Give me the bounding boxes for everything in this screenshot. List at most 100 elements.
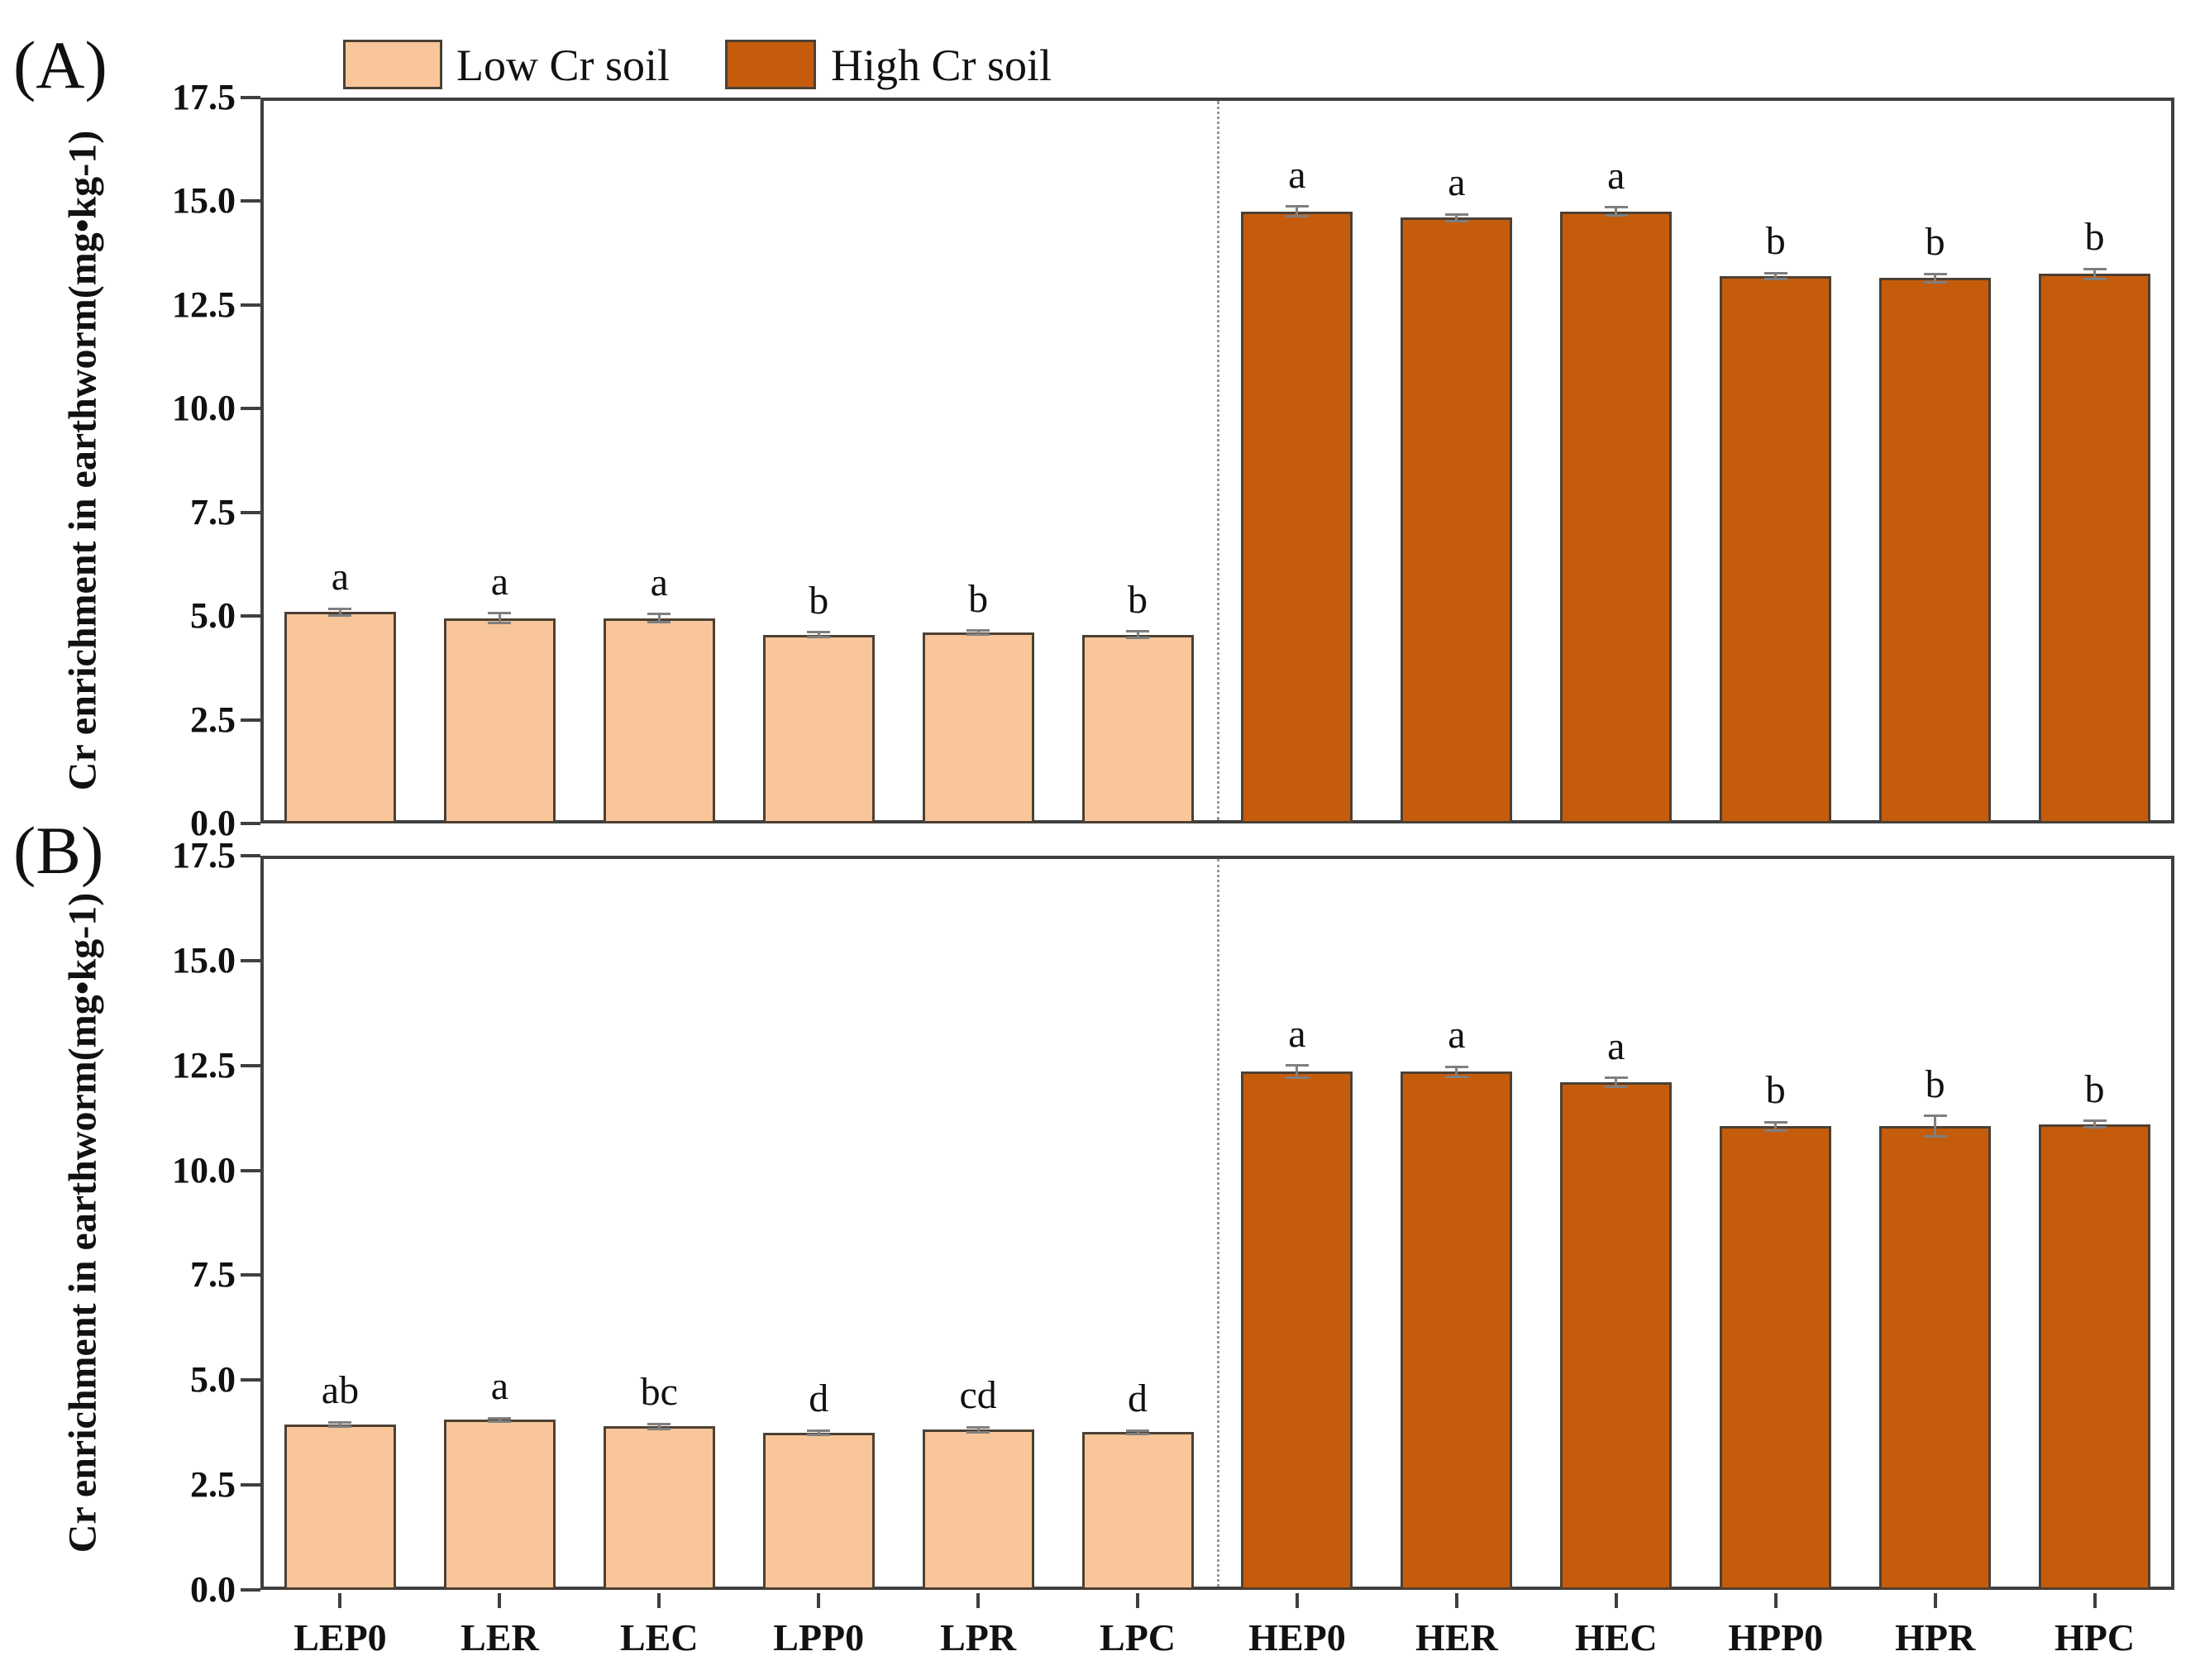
sig-letter-LPP0-b: d: [809, 1377, 829, 1421]
legend-swatch-low-cr-soil: [343, 40, 442, 89]
error-bar-cap-bottom-HPR-b: [1923, 1135, 1947, 1138]
error-bar-cap-top-LEP0-b: [328, 1420, 352, 1424]
panel-a-frame: [260, 98, 2174, 823]
x-category-label-HPC: HPC: [2054, 1616, 2136, 1659]
error-bar-cap-bottom-LPC-b: [1126, 1432, 1150, 1435]
bar-LPP0-a: [762, 634, 875, 823]
sig-letter-HEP0-b: a: [1288, 1011, 1306, 1056]
error-bar-stem-LER-b: [498, 1418, 501, 1422]
legend-label-low-cr-soil: Low Cr soil: [456, 41, 670, 90]
error-bar-cap-bottom-LEP0-b: [328, 1425, 352, 1428]
error-bar-cap-top-LPR-a: [966, 629, 990, 632]
x-tick-mark-HEP0: [1295, 1593, 1299, 1608]
bar-LER-a: [443, 618, 556, 823]
bar-LPR-a: [922, 632, 1034, 823]
error-bar-cap-bottom-HPC-b: [2083, 1126, 2107, 1129]
error-bar-cap-bottom-LEC-a: [647, 621, 671, 624]
y-tick-mark: [241, 854, 260, 857]
error-bar-cap-bottom-HEP0-a: [1285, 215, 1309, 218]
error-bar-stem-LPC-b: [1136, 1430, 1139, 1434]
error-bar-cap-top-LPR-b: [966, 1425, 990, 1429]
x-tick-mark-LPP0: [817, 1593, 821, 1608]
error-bar-cap-bottom-LER-b: [488, 1420, 512, 1424]
sig-letter-LPR-b: cd: [959, 1373, 997, 1418]
y-tick-mark: [241, 407, 260, 411]
sig-letter-LPR-a: b: [968, 576, 989, 621]
group-divider-b: [1216, 859, 1219, 1587]
sig-letter-HEP0-a: a: [1288, 152, 1306, 197]
x-tick-mark-HPR: [1933, 1593, 1937, 1608]
error-bar-cap-bottom-LPP0-a: [807, 636, 831, 639]
y-tick-label: 17.5: [172, 77, 236, 117]
y-tick-label: 7.5: [190, 491, 236, 532]
error-bar-cap-top-HEP0-b: [1285, 1064, 1309, 1067]
x-tick-mark-LPR: [976, 1593, 981, 1608]
bar-HEP0-b: [1241, 1071, 1353, 1590]
y-tick-mark: [241, 718, 260, 722]
sig-letter-LEP0-b: ab: [321, 1368, 360, 1413]
sig-letter-LPC-a: b: [1128, 577, 1148, 622]
panel-b-label: (B): [13, 813, 104, 888]
sig-letter-LPP0-a: b: [809, 578, 829, 623]
sig-letter-HPR-a: b: [1925, 220, 1945, 265]
x-category-label-HPR: HPR: [1895, 1616, 1976, 1659]
error-bar-stem-HPC-a: [2093, 269, 2097, 279]
y-tick-mark: [241, 1063, 260, 1067]
legend-swatch-high-cr-soil: [725, 40, 816, 89]
y-tick-label: 7.5: [190, 1254, 236, 1296]
error-bar-cap-top-HER-b: [1444, 1065, 1468, 1068]
x-tick-mark-HER: [1454, 1593, 1458, 1608]
bar-LPC-a: [1081, 634, 1194, 823]
y-tick-mark: [241, 1483, 260, 1487]
sig-letter-LEC-a: a: [650, 560, 668, 604]
error-bar-cap-top-LPP0-b: [807, 1429, 831, 1432]
x-category-label-HEP0: HEP0: [1248, 1616, 1346, 1659]
bar-LEP0-a: [284, 612, 396, 823]
error-bar-stem-HEC-a: [1615, 207, 1618, 216]
y-tick-mark: [241, 96, 260, 99]
sig-letter-LER-a: a: [490, 559, 509, 604]
x-category-label-HEC: HEC: [1574, 1616, 1658, 1659]
legend-label-high-cr-soil: High Cr soil: [831, 41, 1052, 90]
bar-HPR-a: [1879, 278, 1992, 823]
y-tick-mark: [241, 822, 260, 825]
sig-letter-HER-b: a: [1448, 1013, 1466, 1057]
error-bar-cap-bottom-LPR-a: [966, 633, 990, 637]
x-category-label-HPP0: HPP0: [1728, 1616, 1824, 1659]
bar-HPP0-a: [1720, 275, 1832, 823]
y-tick-label: 0.0: [190, 803, 236, 843]
error-bar-cap-bottom-LEP0-a: [328, 613, 352, 617]
bar-LPR-b: [922, 1429, 1034, 1590]
error-bar-cap-top-HEP0-a: [1285, 205, 1309, 208]
sig-letter-LEC-b: bc: [640, 1370, 678, 1415]
bar-HER-b: [1401, 1071, 1513, 1590]
y-tick-label: 15.0: [172, 180, 236, 222]
bar-LPP0-b: [762, 1432, 875, 1590]
x-tick-mark-LPC: [1136, 1593, 1140, 1608]
x-category-label-LER: LER: [461, 1616, 539, 1659]
error-bar-stem-LEC-a: [657, 613, 661, 623]
error-bar-cap-bottom-HPC-a: [2083, 277, 2107, 280]
group-divider-a: [1216, 101, 1219, 820]
error-bar-cap-top-HPP0-b: [1763, 1120, 1787, 1124]
bar-HPC-a: [2039, 274, 2151, 823]
error-bar-cap-bottom-HPP0-a: [1763, 277, 1787, 280]
bar-HER-a: [1401, 217, 1513, 823]
error-bar-cap-top-HPC-a: [2083, 267, 2107, 270]
error-bar-cap-top-LEP0-a: [328, 607, 352, 610]
y-tick-mark: [241, 614, 260, 618]
bar-HEP0-a: [1241, 211, 1353, 823]
bar-HEC-b: [1560, 1082, 1673, 1590]
y-tick-label: 12.5: [172, 284, 236, 325]
y-axis-title-b: Cr enrichment in earthworm(mg•kg-1): [60, 892, 105, 1554]
bar-HPR-b: [1879, 1126, 1992, 1590]
error-bar-cap-top-LEC-b: [647, 1422, 671, 1425]
error-bar-stem-HPP0-b: [1774, 1122, 1778, 1131]
error-bar-stem-HEC-b: [1615, 1077, 1618, 1087]
x-category-label-LPP0: LPP0: [773, 1616, 865, 1659]
x-category-label-HER: HER: [1415, 1616, 1498, 1659]
error-bar-cap-top-LER-a: [488, 612, 512, 615]
y-tick-label: 15.0: [172, 939, 236, 981]
y-tick-mark: [241, 1168, 260, 1172]
error-bar-cap-bottom-HEC-b: [1604, 1085, 1628, 1088]
